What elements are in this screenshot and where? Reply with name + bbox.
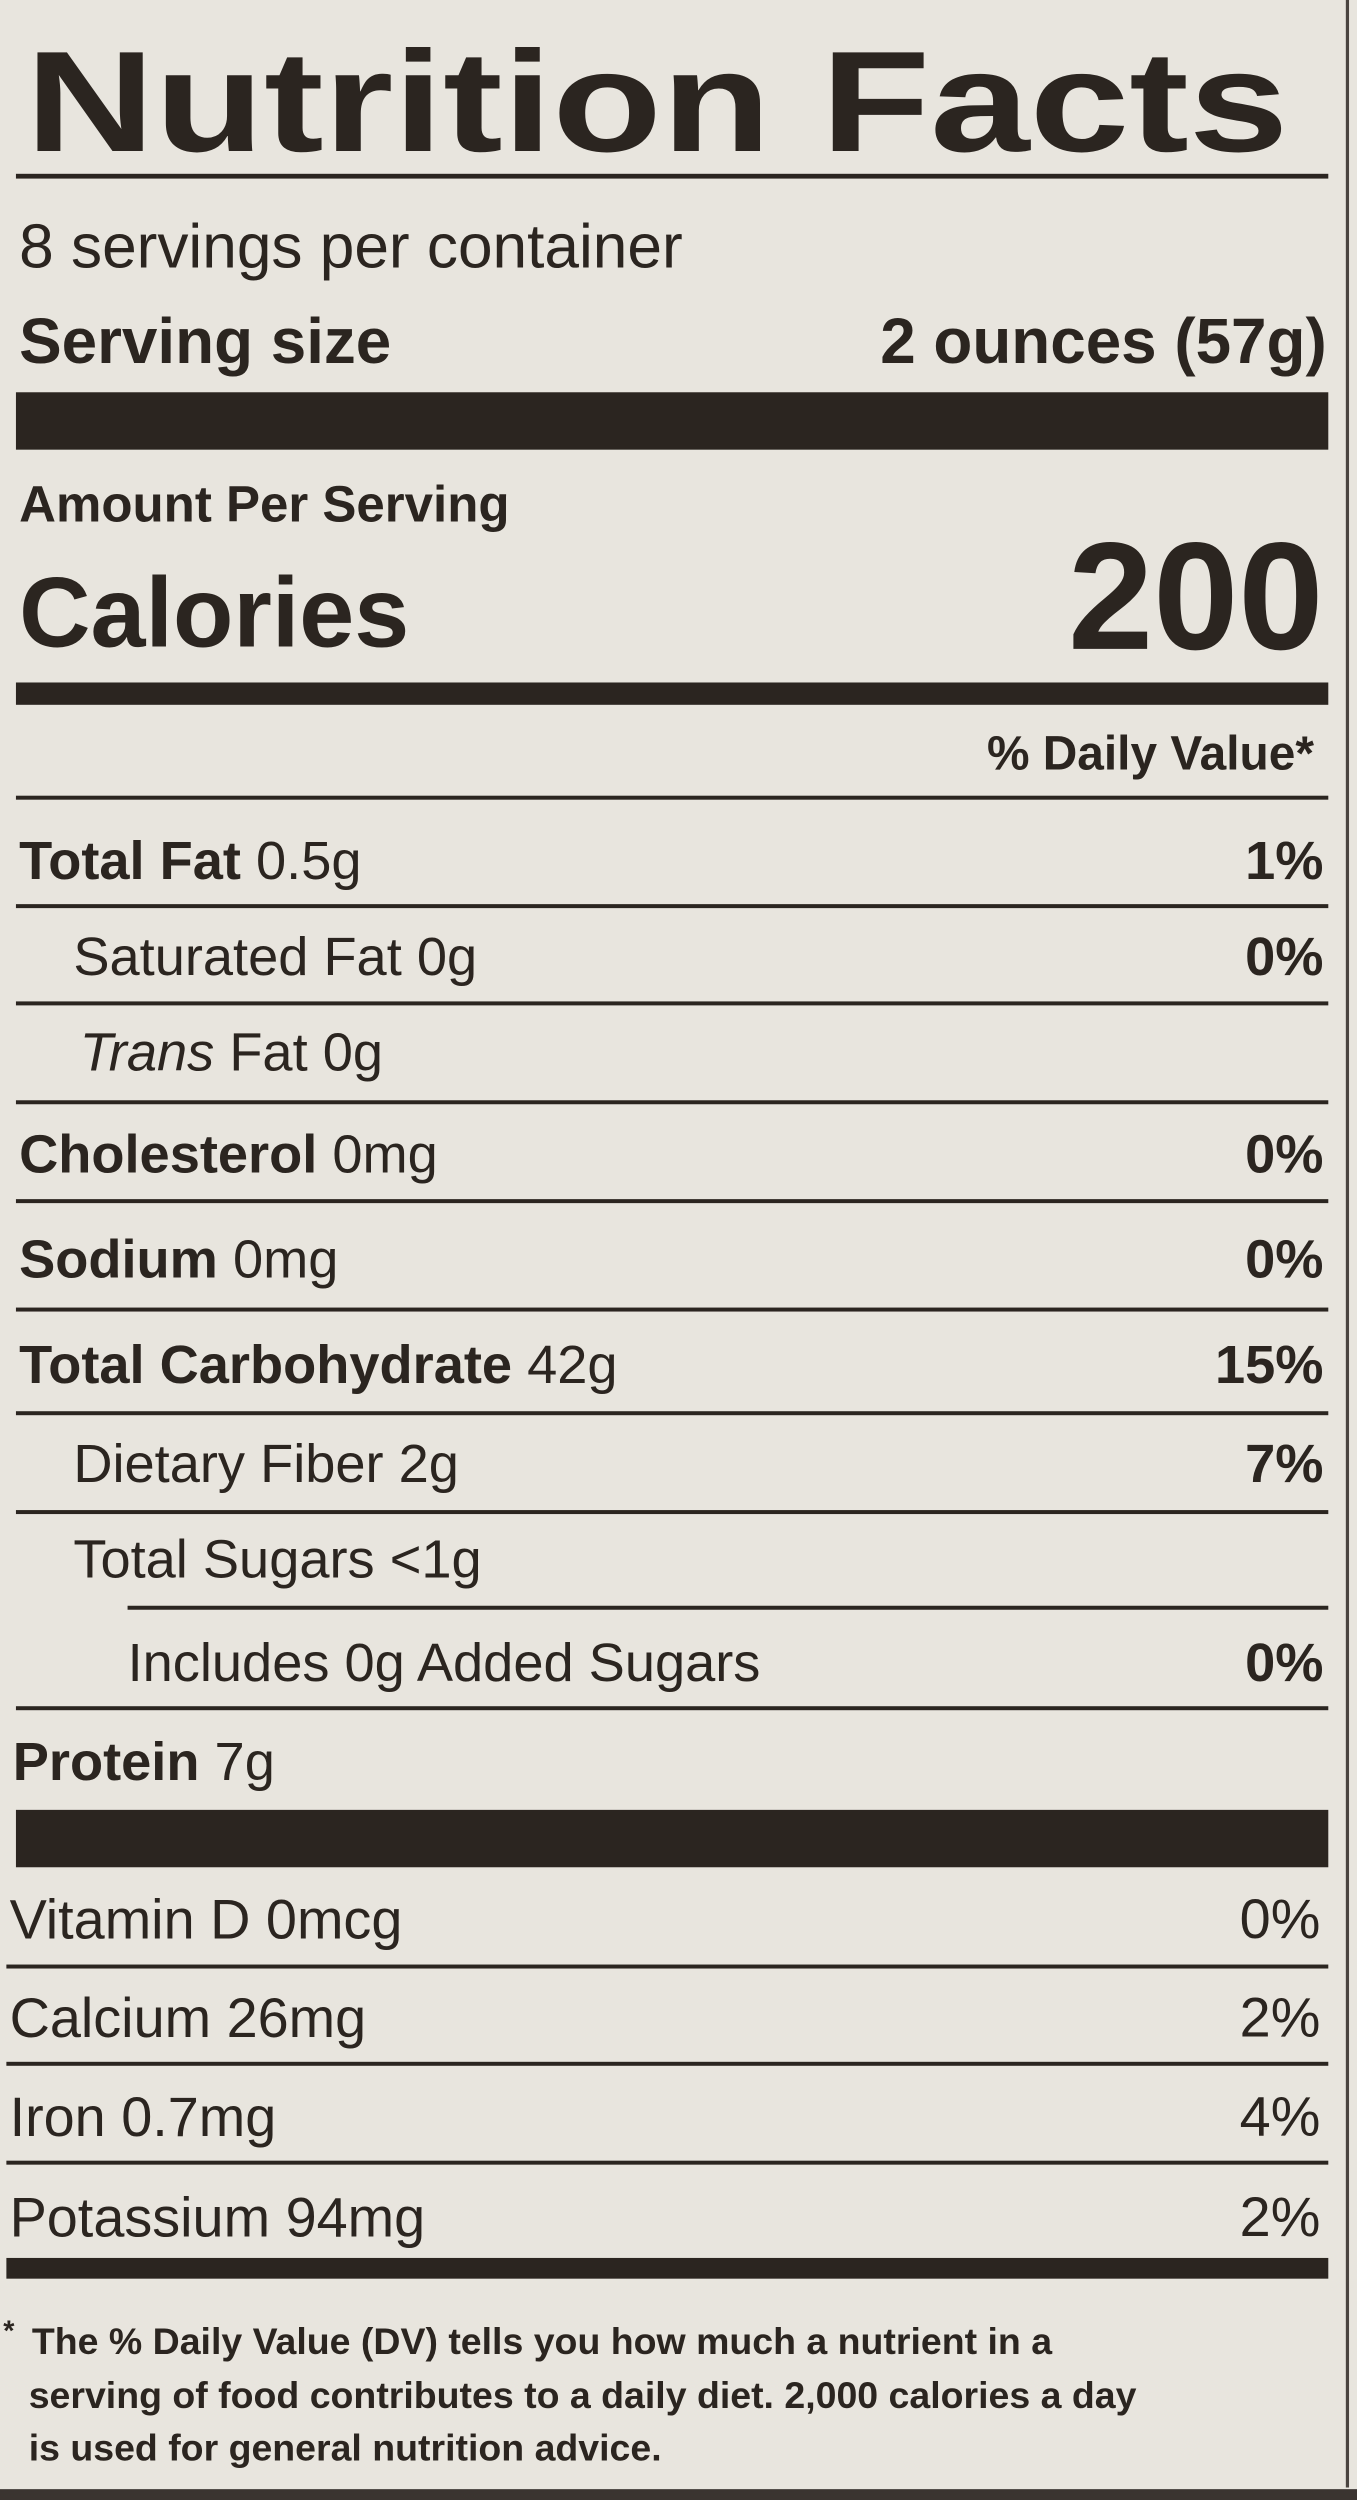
vitamin-amount: 94mg (286, 2185, 426, 2248)
vitamin-dv: 0% (1240, 1887, 1321, 1950)
nutrient-amount: 42g (527, 1335, 617, 1395)
footnote-line: is used for general nutrition advice. (29, 2427, 662, 2469)
nutrient-name: Cholesterol (19, 1124, 317, 1184)
nutrient-dv: 0% (1245, 927, 1323, 987)
nutrient-name: Includes (128, 1633, 330, 1693)
nutrient-amount: 0g (323, 1022, 383, 1082)
nutrient-amount: 2g (399, 1434, 459, 1494)
nutrient-row: Sodium 0mg (19, 1230, 338, 1290)
nutrient-name: Fat (229, 1022, 307, 1082)
nutrient-row: Protein 7g (13, 1732, 275, 1792)
nutrient-name: Total Carbohydrate (19, 1335, 512, 1395)
nutrient-row: Trans Fat 0g (80, 1022, 383, 1082)
daily-value-header: % Daily Value* (987, 728, 1314, 781)
calories-value: 200 (1068, 511, 1323, 682)
nutrient-name: Saturated Fat (73, 927, 401, 987)
nutrient-name: Sodium (19, 1230, 218, 1290)
vitamin-name: Iron (10, 2085, 106, 2148)
vitamin-row: Calcium 26mg (10, 1986, 367, 2049)
title: Nutrition Facts (26, 22, 1289, 182)
nutrient-amount: <1g (390, 1530, 482, 1590)
nutrient-prefix: Trans (80, 1022, 215, 1082)
vitamin-row: Vitamin D 0mcg (10, 1887, 403, 1950)
nutrient-name: Total Fat (19, 831, 241, 891)
bottom-border (0, 2489, 1357, 2500)
nutrient-dv: 0% (1245, 1230, 1323, 1290)
nutrient-dv: 15% (1215, 1335, 1324, 1395)
medium-bar (6, 2257, 1329, 2279)
nutrient-name: Dietary Fiber (73, 1434, 383, 1494)
nutrient-dv: 0% (1245, 1124, 1323, 1184)
nutrient-row: Cholesterol 0mg (19, 1124, 438, 1184)
vitamin-dv: 2% (1240, 1986, 1321, 2049)
rule (15, 1411, 1329, 1416)
rule (6, 1964, 1329, 1969)
rule (15, 795, 1329, 800)
vitamin-amount: 0.7mg (121, 2085, 276, 2148)
nutrient-dv: 7% (1245, 1434, 1323, 1494)
rule (15, 173, 1329, 179)
rule (15, 904, 1329, 909)
vitamin-amount: 0mcg (266, 1887, 402, 1950)
rule (15, 1510, 1329, 1515)
rule (15, 1100, 1329, 1105)
serving-size-value: 2 ounces (57g) (880, 305, 1326, 377)
nutrient-row: Total Carbohydrate 42g (19, 1335, 617, 1395)
vitamin-dv: 2% (1240, 2185, 1321, 2248)
nutrient-amount: 0.5g (256, 831, 362, 891)
vitamin-name: Calcium (10, 1986, 212, 2049)
footnote-line: The % Daily Value (DV) tells you how muc… (32, 2320, 1053, 2362)
vitamin-dv: 4% (1240, 2085, 1321, 2148)
nutrient-dv: 1% (1245, 831, 1323, 891)
nutrient-amount: 0mg (233, 1230, 338, 1290)
nutrient-amount: 7g (215, 1732, 275, 1792)
vitamin-name: Vitamin D (10, 1887, 251, 1950)
nutrient-name: Protein (13, 1732, 200, 1792)
vitamin-amount: 26mg (227, 1986, 367, 2049)
rule (15, 1706, 1329, 1711)
rule (15, 1199, 1329, 1204)
vitamin-row: Iron 0.7mg (10, 2085, 277, 2148)
nutrient-amount: 0g Added Sugars (345, 1633, 761, 1693)
thick-bar (15, 1809, 1329, 1868)
nutrient-row: Total Fat 0.5g (19, 831, 361, 891)
nutrient-row: Dietary Fiber 2g (73, 1434, 459, 1494)
nutrient-name: Total Sugars (73, 1530, 374, 1590)
rule (15, 1307, 1329, 1312)
vitamin-name: Potassium (10, 2185, 271, 2248)
rule (127, 1605, 1329, 1610)
footnote-line: serving of food contributes to a daily d… (29, 2374, 1137, 2416)
nutrient-dv: 0% (1245, 1633, 1323, 1693)
calories-label: Calories (19, 557, 409, 667)
servings: 8 servings per container (19, 213, 683, 282)
rule (6, 2061, 1329, 2066)
nutrient-amount: 0g (417, 927, 477, 987)
thick-bar (15, 392, 1329, 450)
nutrient-row: Includes 0g Added Sugars (128, 1633, 761, 1693)
amount-per-serving: Amount Per Serving (19, 475, 509, 532)
rule (15, 1001, 1329, 1006)
footnote-marker: * (3, 2315, 15, 2347)
nutrient-amount: 0mg (332, 1124, 437, 1184)
vitamin-row: Potassium 94mg (10, 2185, 426, 2248)
nutrient-row: Saturated Fat 0g (73, 927, 477, 987)
serving-size-label: Serving size (19, 305, 391, 377)
rule (6, 2160, 1329, 2165)
medium-bar (15, 682, 1329, 705)
nutrient-row: Total Sugars <1g (73, 1530, 481, 1590)
